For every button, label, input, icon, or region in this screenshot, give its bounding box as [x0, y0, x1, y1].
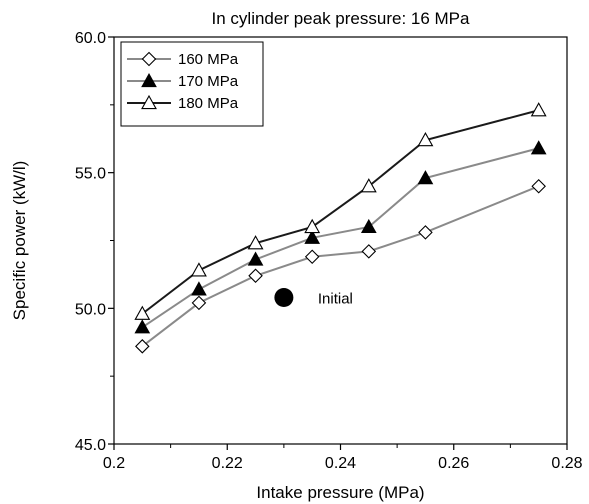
data-point	[248, 268, 263, 284]
x-axis-title: Intake pressure (MPa)	[256, 483, 424, 502]
x-tick-label: 0.26	[438, 455, 469, 472]
data-point	[134, 319, 151, 334]
data-point	[304, 229, 321, 244]
data-point	[304, 249, 320, 265]
legend-marker	[141, 51, 157, 67]
annotation-layer: Initial	[274, 287, 353, 307]
series-1	[134, 140, 547, 334]
data-point	[247, 251, 264, 266]
data-point	[304, 218, 321, 234]
legend-label: 160 MPa	[178, 51, 239, 68]
legend-marker	[141, 94, 157, 110]
data-point	[531, 178, 546, 194]
data-point	[361, 244, 377, 259]
legend-marker	[141, 72, 157, 88]
data-point	[247, 235, 264, 250]
y-tick-label: 60.0	[75, 30, 106, 47]
x-tick-label: 0.2	[103, 455, 125, 472]
y-tick-label: 50.0	[75, 301, 106, 318]
series-line	[141, 185, 540, 348]
data-point	[191, 295, 207, 311]
series-line	[141, 109, 539, 315]
series-layer	[134, 102, 547, 354]
legend-entry: 180 MPa	[127, 94, 239, 112]
legend: 160 MPa 170 MPa 180 MPa	[120, 41, 264, 127]
annotation-label: Initial	[318, 290, 353, 307]
data-point	[530, 102, 547, 117]
series-2	[134, 102, 547, 320]
data-point	[417, 170, 434, 185]
data-point	[135, 339, 150, 354]
y-tick-label: 55.0	[75, 166, 106, 183]
legend-label: 180 MPa	[178, 95, 239, 112]
data-point	[417, 131, 434, 147]
series-0	[135, 178, 546, 354]
data-point	[134, 305, 151, 320]
data-point	[530, 140, 547, 155]
legend-entry: 170 MPa	[127, 72, 239, 90]
y-axis-title: Specific power (kW/l)	[10, 161, 29, 321]
data-point	[360, 218, 377, 234]
axes: 0.2 0.22 0.24 0.26 0.28 45.0 50.0 55.0 60.0	[75, 30, 583, 472]
legend-entry: 160 MPa	[127, 51, 239, 68]
chart-title: In cylinder peak pressure: 16 MPa	[212, 9, 471, 28]
data-point	[418, 225, 433, 240]
data-point	[191, 262, 207, 277]
x-tick-label: 0.24	[325, 455, 356, 472]
data-point	[191, 281, 207, 296]
legend-label: 170 MPa	[178, 73, 239, 90]
initial-point	[274, 287, 294, 307]
x-tick-label: 0.22	[212, 455, 243, 472]
y-tick-label: 45.0	[75, 437, 106, 454]
x-tick-label: 0.28	[551, 455, 582, 472]
data-point	[360, 178, 377, 193]
